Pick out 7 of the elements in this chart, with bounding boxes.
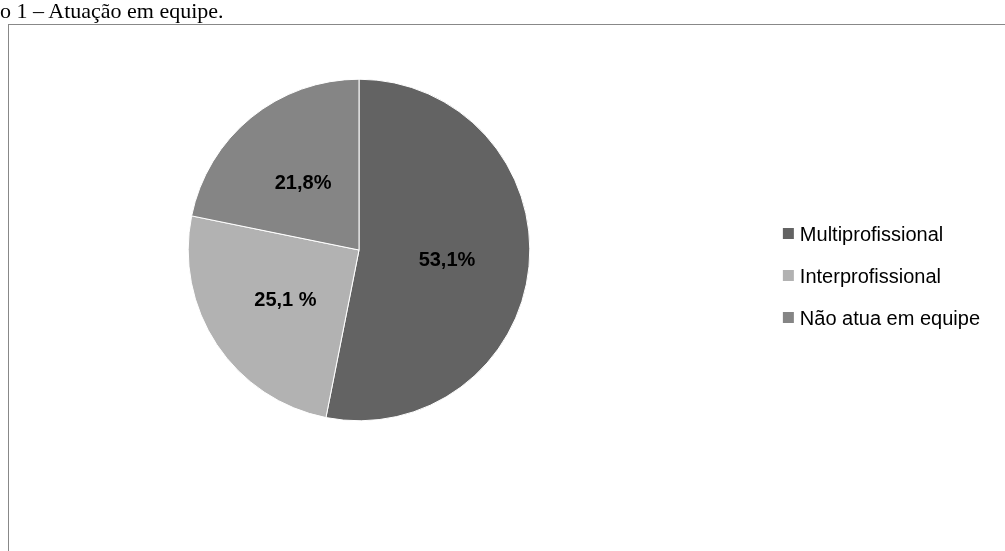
data-label: 21,8% bbox=[274, 170, 332, 193]
legend-label: Multiprofissional bbox=[799, 222, 944, 245]
chart-title: o 1 – Atuação em equipe. bbox=[0, 0, 224, 23]
legend-label: Não atua em equipe bbox=[799, 306, 981, 329]
data-label: 25,1 % bbox=[254, 288, 317, 310]
data-label: 53,1% bbox=[418, 247, 476, 270]
legend-label: Interprofissional bbox=[799, 264, 942, 287]
